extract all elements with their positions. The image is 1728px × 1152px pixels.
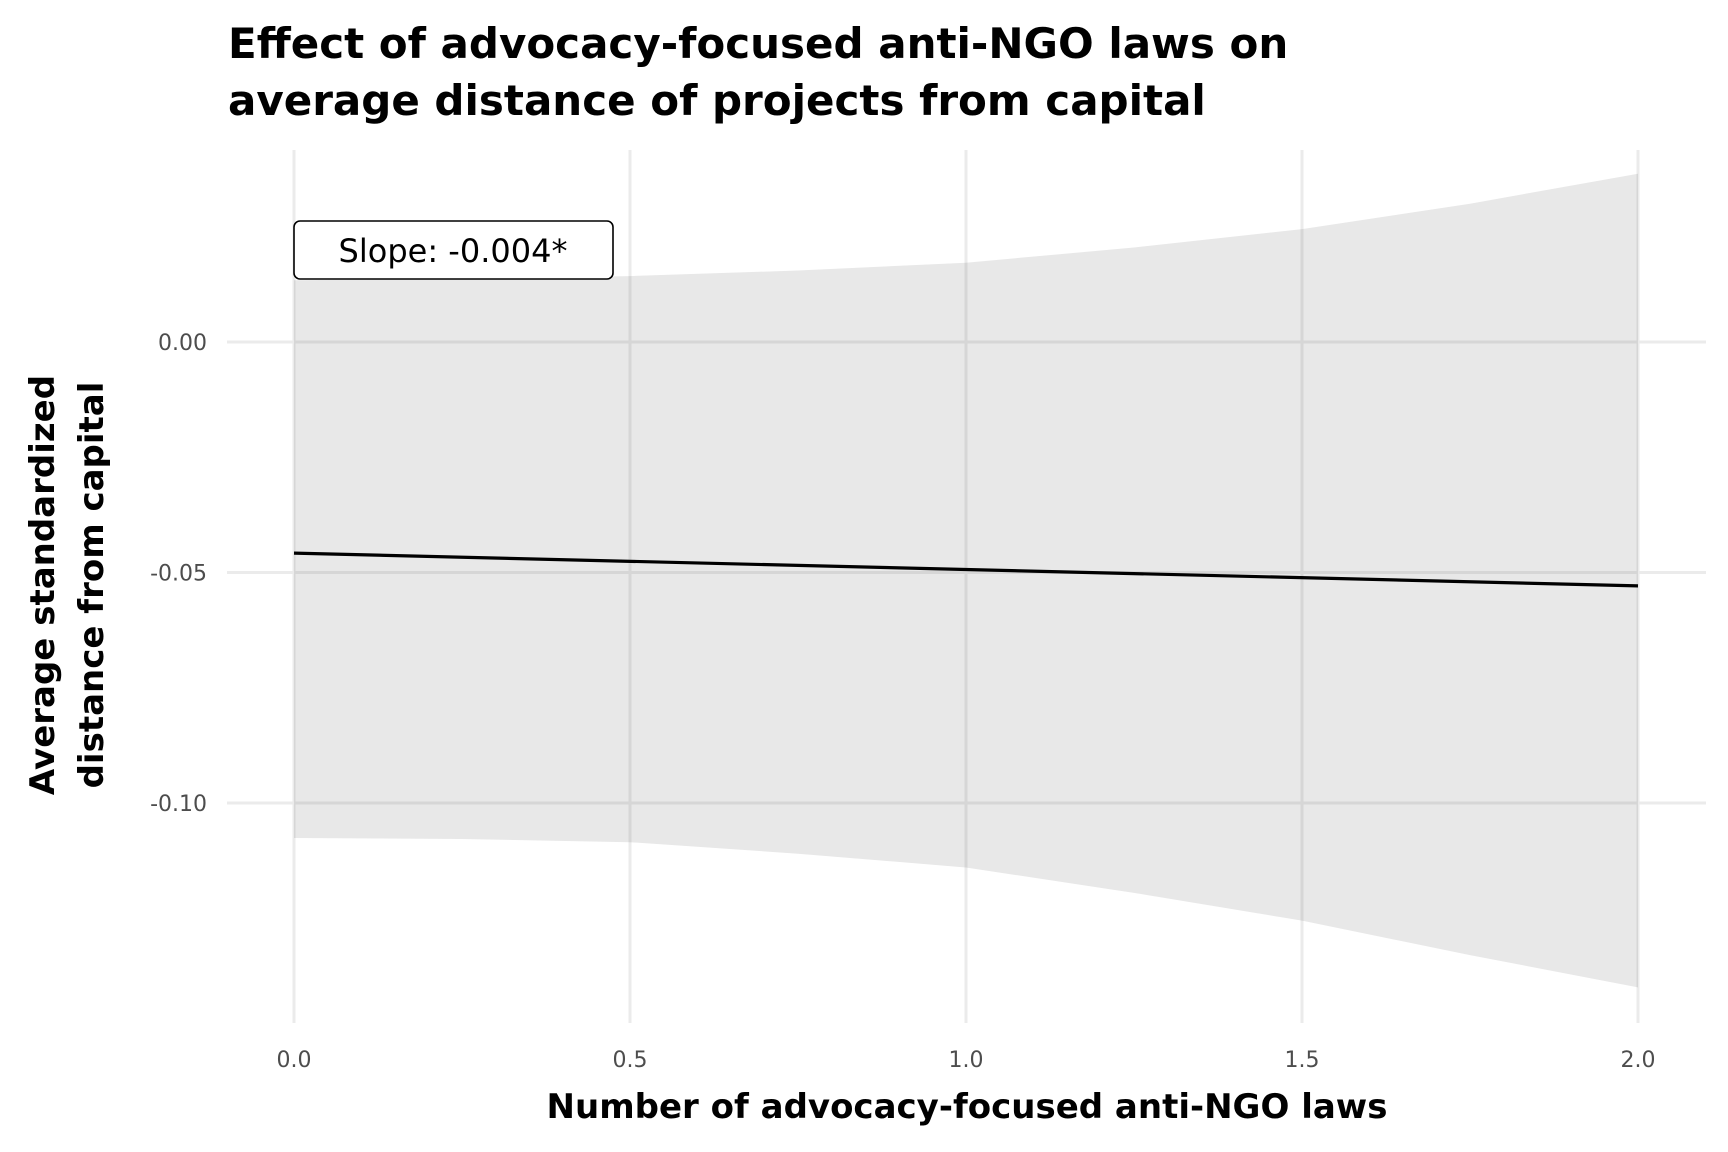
title-line-2: average distance of projects from capita…	[228, 76, 1206, 125]
x-tick-labels: 0.0 0.5 1.0 1.5 2.0	[277, 1048, 1656, 1073]
y-axis-title-line-2: distance from capital	[72, 382, 112, 789]
chart-title: Effect of advocacy-focused anti-NGO laws…	[228, 19, 1288, 125]
slope-annotation: Slope: -0.004*	[293, 220, 614, 280]
annotation-text: Slope: -0.004*	[339, 232, 568, 270]
y-axis-title-line-1: Average standardized	[23, 375, 63, 795]
y-tick-label: -0.10	[150, 792, 207, 817]
annotation-box	[293, 220, 614, 280]
x-tick-label: 2.0	[1621, 1048, 1656, 1073]
x-tick-label: 0.0	[277, 1048, 312, 1073]
x-tick-label: 1.5	[1285, 1048, 1320, 1073]
y-tick-label: 0.00	[158, 331, 207, 356]
title-line-1: Effect of advocacy-focused anti-NGO laws…	[228, 19, 1288, 68]
x-tick-label: 0.5	[613, 1048, 648, 1073]
y-tick-labels: 0.00 -0.05 -0.10	[150, 331, 207, 817]
x-tick-label: 1.0	[949, 1048, 984, 1073]
y-tick-label: -0.05	[150, 562, 207, 587]
y-axis-title: Average standardized distance from capit…	[23, 375, 112, 795]
x-axis-title: Number of advocacy-focused anti-NGO laws	[547, 1087, 1388, 1127]
fitted-line	[293, 551, 1639, 588]
